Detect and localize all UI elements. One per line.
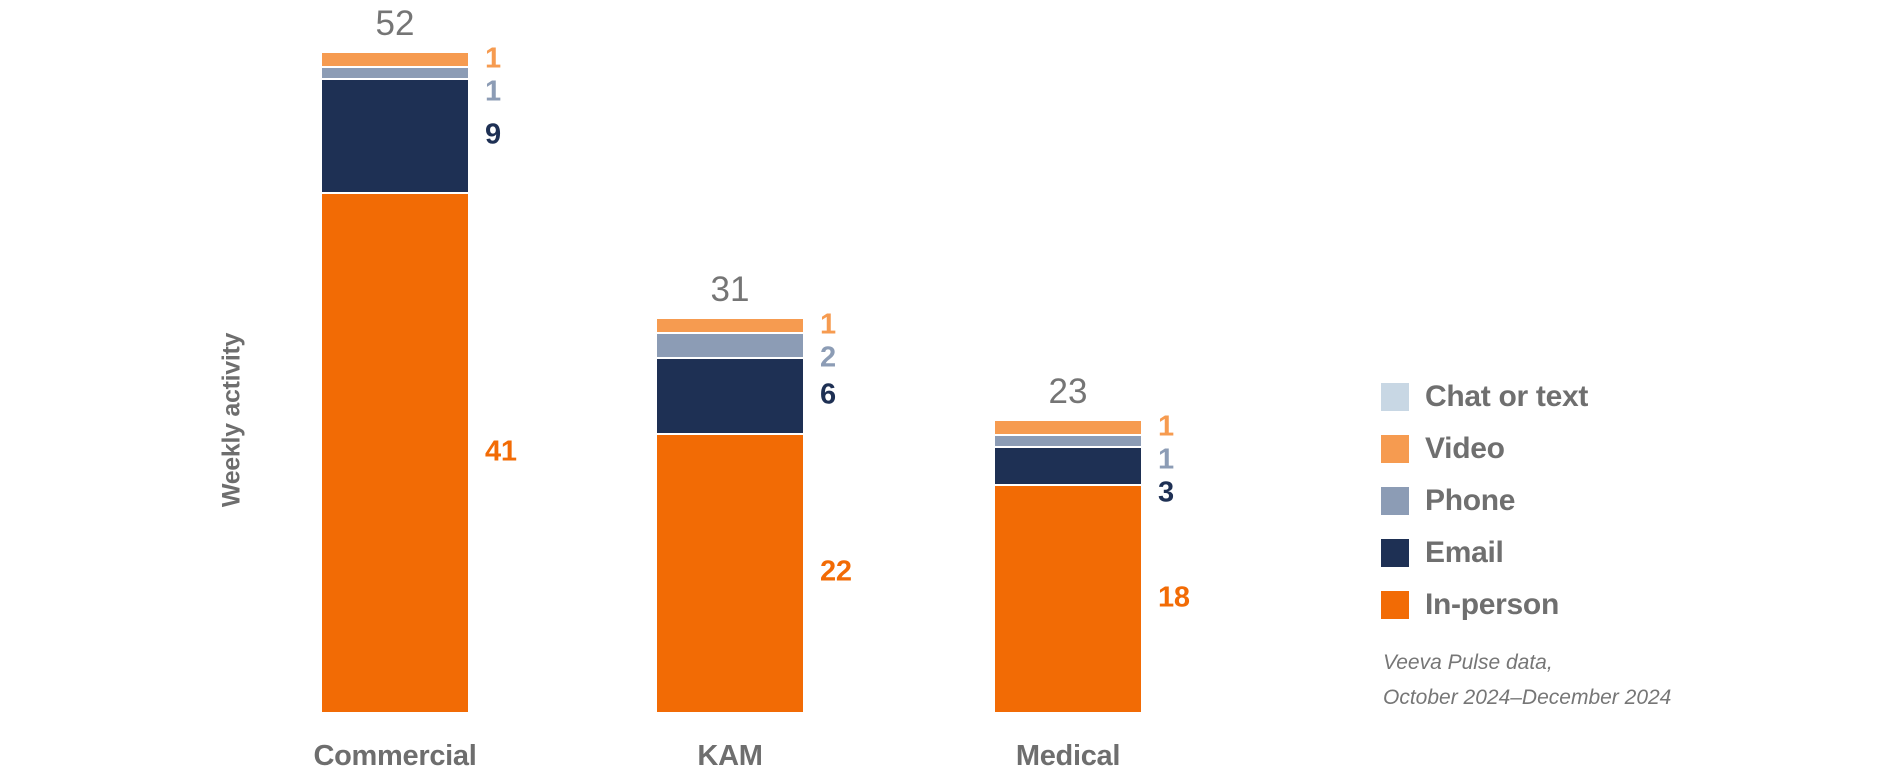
value-label-phone-commercial: 1 bbox=[485, 75, 501, 108]
segment-email-commercial bbox=[322, 78, 468, 193]
legend-item-chat-or-text: Chat or text bbox=[1381, 380, 1589, 413]
total-label-kam: 31 bbox=[710, 270, 750, 309]
total-label-medical: 23 bbox=[1048, 372, 1088, 411]
value-label-video-commercial: 1 bbox=[485, 42, 501, 75]
segment-in-person-kam bbox=[657, 433, 803, 712]
value-label-in-person-kam: 22 bbox=[820, 555, 852, 588]
value-label-video-kam: 1 bbox=[820, 308, 836, 341]
bar-medical bbox=[995, 421, 1141, 712]
category-label-medical: Medical bbox=[1015, 740, 1121, 772]
value-label-phone-medical: 1 bbox=[1158, 443, 1174, 476]
legend-swatch-chat-or-text bbox=[1381, 383, 1409, 411]
legend-label: Phone bbox=[1425, 484, 1516, 517]
source-note: Veeva Pulse data, October 2024–December … bbox=[1383, 645, 1671, 715]
segment-email-medical bbox=[995, 446, 1141, 485]
legend-item-email: Email bbox=[1381, 536, 1588, 569]
legend-swatch-in-person bbox=[1381, 591, 1409, 619]
category-label-kam: KAM bbox=[697, 740, 763, 772]
value-label-email-medical: 3 bbox=[1158, 476, 1174, 509]
segment-in-person-commercial bbox=[322, 192, 468, 712]
value-label-in-person-commercial: 41 bbox=[485, 435, 517, 468]
legend-label: Chat or text bbox=[1425, 380, 1589, 413]
segment-video-kam bbox=[657, 319, 803, 332]
segment-phone-medical bbox=[995, 433, 1141, 447]
value-label-email-kam: 6 bbox=[820, 378, 836, 411]
value-label-email-commercial: 9 bbox=[485, 118, 501, 151]
value-label-video-medical: 1 bbox=[1158, 410, 1174, 443]
legend-swatch-email bbox=[1381, 539, 1409, 567]
segment-email-kam bbox=[657, 356, 803, 433]
legend-item-phone: Phone bbox=[1381, 484, 1588, 517]
bar-commercial bbox=[322, 53, 468, 712]
legend-label: In-person bbox=[1425, 588, 1559, 621]
category-label-commercial: Commercial bbox=[313, 740, 477, 772]
segment-in-person-medical bbox=[995, 484, 1141, 712]
total-label-commercial: 52 bbox=[375, 4, 415, 43]
value-label-in-person-medical: 18 bbox=[1158, 581, 1190, 614]
value-label-phone-kam: 2 bbox=[820, 341, 836, 374]
legend-label: Email bbox=[1425, 536, 1504, 569]
segment-video-medical bbox=[995, 421, 1141, 434]
source-note-line1: Veeva Pulse data, bbox=[1383, 651, 1553, 674]
legend-swatch-video bbox=[1381, 435, 1409, 463]
bar-kam bbox=[657, 319, 803, 712]
segment-video-commercial bbox=[322, 53, 468, 66]
legend-item-in-person: In-person bbox=[1381, 588, 1588, 621]
segment-phone-commercial bbox=[322, 65, 468, 79]
y-axis-label: Weekly activity bbox=[217, 332, 246, 508]
source-note-line2: October 2024–December 2024 bbox=[1383, 686, 1672, 709]
legend-swatch-phone bbox=[1381, 487, 1409, 515]
legend-label: Video bbox=[1425, 432, 1505, 465]
legend: Chat or text Video Phone Email In-person bbox=[1381, 380, 1589, 621]
legend-item-video: Video bbox=[1381, 432, 1588, 465]
segment-phone-kam bbox=[657, 331, 803, 357]
